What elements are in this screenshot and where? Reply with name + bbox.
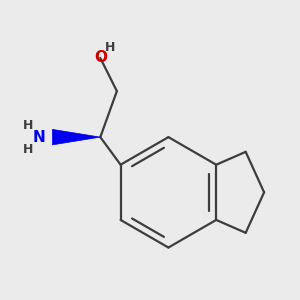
Text: H: H: [23, 119, 34, 132]
Text: O: O: [94, 50, 107, 65]
Text: N: N: [32, 130, 45, 145]
Text: H: H: [23, 142, 34, 156]
Polygon shape: [52, 129, 100, 145]
Text: H: H: [105, 41, 116, 54]
